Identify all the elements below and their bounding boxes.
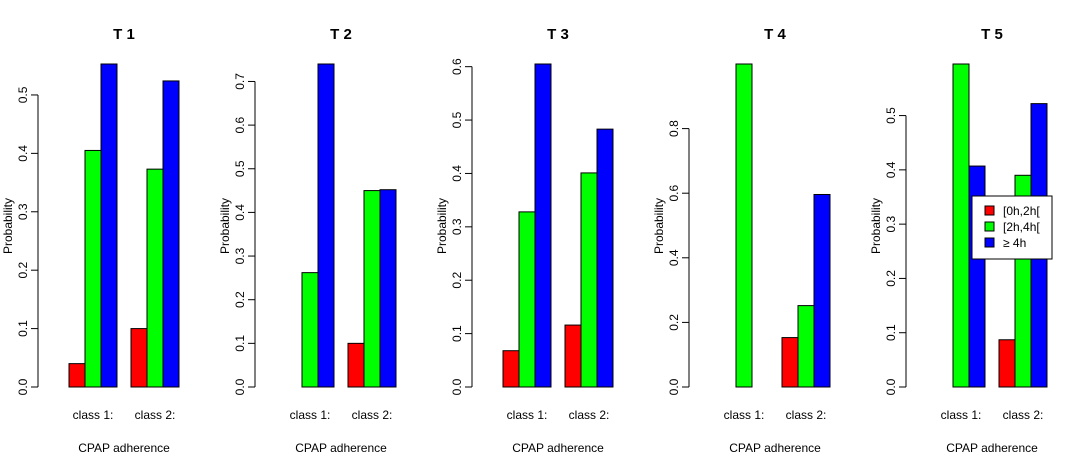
y-tick-label: 0.1 [450, 325, 464, 342]
y-tick-label: 0.0 [233, 378, 247, 395]
y-tick-label: 0.8 [667, 120, 681, 137]
y-tick-label: 0.4 [450, 165, 464, 182]
x-tick-label: class 1: [73, 408, 114, 422]
x-tick-label: class 2: [1003, 408, 1044, 422]
y-tick-label: 0.4 [16, 145, 30, 162]
bar-1-3 [534, 63, 552, 388]
y-tick-label: 0.7 [233, 73, 247, 90]
legend: [0h,2h[ [2h,4h[ ≥ 4h [971, 195, 1053, 260]
y-tick-label: 0.5 [233, 160, 247, 177]
legend-label-1: [0h,2h[ [1003, 204, 1040, 218]
y-tick-label: 0.6 [450, 58, 464, 75]
bar-1-2 [301, 272, 319, 388]
y-tick-label: 0.3 [16, 203, 30, 220]
legend-label-2: [2h,4h[ [1003, 220, 1040, 234]
chart-panel-5: T 5 class 1: class 2: 0.0 0.1 0.2 0.3 0.4 0.5 Pro… [869, 26, 1053, 455]
y-tick-label: 0.2 [233, 291, 247, 308]
y-tick-label: 0.0 [884, 378, 898, 395]
bar-2-2 [363, 190, 381, 388]
chart-panel-3: T 3 class 1: class 2: 0.0 0.1 0.2 0.3 0.4 0.5 0.6… [435, 26, 614, 455]
y-axis-label: Probability [652, 198, 666, 254]
legend-swatch-1 [984, 205, 995, 216]
bar-1-2 [84, 149, 102, 388]
bar-2-2 [146, 168, 164, 388]
y-tick-label: 0.0 [16, 378, 30, 395]
x-tick-label: class 2: [352, 408, 393, 422]
bar-1-2 [735, 63, 753, 388]
y-axis-label: Probability [1, 198, 15, 254]
y-tick-label: 0.5 [450, 111, 464, 128]
chart-title: T 5 [981, 26, 1003, 43]
legend-label-3: ≥ 4h [1003, 236, 1026, 250]
bar-1-2 [952, 63, 970, 388]
bar-2-3 [596, 128, 614, 388]
chart-title: T 1 [113, 26, 135, 43]
y-tick-label: 0.0 [667, 378, 681, 395]
y-tick-label: 0.5 [884, 107, 898, 124]
y-tick-label: 0.4 [233, 204, 247, 221]
bar-1-2 [518, 211, 536, 388]
x-tick-label: class 2: [569, 408, 610, 422]
bar-2-2 [797, 305, 815, 388]
y-tick-label: 0.6 [667, 185, 681, 202]
bar-1-1 [502, 350, 520, 388]
bar-2-1 [347, 342, 365, 388]
bar-2-1 [781, 337, 799, 388]
y-tick-label: 0.0 [450, 378, 464, 395]
bar-2-2 [580, 172, 598, 388]
y-tick-label: 0.3 [884, 215, 898, 232]
y-tick-label: 0.2 [450, 272, 464, 289]
x-axis-label: CPAP adherence [78, 441, 170, 455]
x-axis-label: CPAP adherence [946, 441, 1038, 455]
x-tick-label: class 2: [135, 408, 176, 422]
y-axis-label: Probability [435, 198, 449, 254]
y-tick-label: 0.2 [667, 314, 681, 331]
bar-1-1 [68, 363, 86, 388]
legend-swatch-2 [984, 221, 995, 232]
y-tick-label: 0.2 [16, 262, 30, 279]
y-tick-label: 0.4 [667, 249, 681, 266]
x-axis-label: CPAP adherence [295, 441, 387, 455]
y-axis-label: Probability [869, 198, 883, 254]
y-tick-label: 0.3 [233, 247, 247, 264]
x-axis-label: CPAP adherence [512, 441, 604, 455]
chart-panel-1: T 1 class 1: class 2: 0.0 0.1 0.2 0.3 0.4 0.5 Pro… [1, 26, 180, 455]
y-tick-label: 0.5 [16, 86, 30, 103]
y-tick-label: 0.2 [884, 270, 898, 287]
chart-title: T 4 [764, 26, 786, 43]
chart-panel-4: T 4 class 1: class 2: 0.0 0.2 0.4 0.6 0.8 Probab… [652, 26, 831, 455]
y-tick-label: 0.6 [233, 116, 247, 133]
y-tick-label: 0.1 [16, 320, 30, 337]
legend-swatch-3 [984, 237, 995, 248]
x-tick-label: class 1: [290, 408, 331, 422]
bar-2-1 [564, 324, 582, 388]
bar-1-3 [317, 63, 335, 388]
bar-2-1 [998, 339, 1016, 388]
bar-1-3 [100, 63, 118, 388]
x-tick-label: class 1: [507, 408, 548, 422]
y-axis-label: Probability [218, 198, 232, 254]
chart-panel-2: T 2 class 1: class 2: 0.0 0.1 0.2 0.3 0.4 0.5 0.6… [218, 26, 397, 455]
chart-title: T 3 [547, 26, 569, 43]
y-tick-label: 0.1 [884, 324, 898, 341]
y-tick-label: 0.3 [450, 218, 464, 235]
x-tick-label: class 1: [941, 408, 982, 422]
x-axis-label: CPAP adherence [729, 441, 821, 455]
bar-2-3 [813, 193, 831, 388]
chart-title: T 2 [330, 26, 352, 43]
x-tick-label: class 2: [786, 408, 827, 422]
y-tick-label: 0.4 [884, 161, 898, 178]
bar-2-1 [130, 328, 148, 388]
y-tick-label: 0.1 [233, 335, 247, 352]
bar-2-3 [162, 80, 180, 388]
x-tick-label: class 1: [724, 408, 765, 422]
bar-2-3 [379, 189, 397, 388]
